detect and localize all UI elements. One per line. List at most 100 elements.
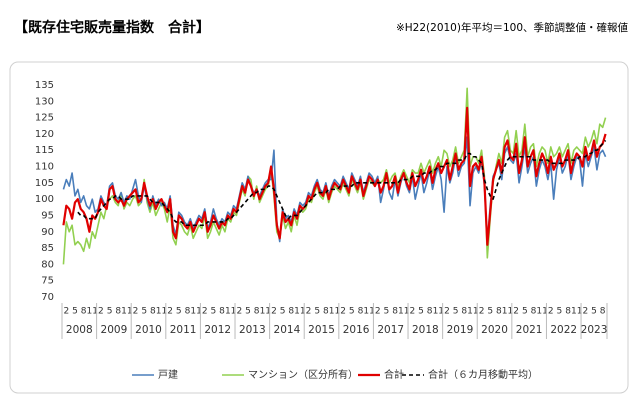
x-tick-label: 11: [433, 307, 444, 317]
x-tick-label: 2: [98, 307, 104, 317]
x-tick-label: 5: [418, 307, 424, 317]
x-tick-label: 11: [156, 307, 167, 317]
x-tick-label: 8: [496, 307, 502, 317]
legend-label: 合計（６カ月移動平均）: [428, 368, 538, 381]
year-label: 2013: [239, 324, 266, 336]
year-label: 2017: [377, 324, 404, 336]
x-tick-label: 11: [329, 307, 340, 317]
x-tick-label: 5: [557, 307, 563, 317]
x-tick-label: 11: [398, 307, 409, 317]
x-tick-label: 2: [202, 307, 208, 317]
y-tick-label: 125: [35, 113, 54, 124]
x-tick-label: 2: [167, 307, 173, 317]
series-line: [62, 87, 607, 265]
x-tick-label: 5: [349, 307, 355, 317]
x-tick-label: 5: [176, 307, 182, 317]
y-tick-label: 95: [41, 210, 54, 221]
x-tick-label: 5: [314, 307, 320, 317]
x-tick-label: 5: [211, 307, 217, 317]
x-tick-label: 2: [375, 307, 381, 317]
x-tick-label: 2: [583, 307, 589, 317]
x-tick-label: 2: [409, 307, 415, 317]
x-tick-label: 2: [479, 307, 485, 317]
x-tick-label: 8: [565, 307, 571, 317]
y-tick-label: 110: [35, 162, 54, 173]
x-tick-label: 2: [271, 307, 277, 317]
x-tick-label: 11: [87, 307, 98, 317]
x-tick-label: 11: [260, 307, 271, 317]
x-tick-label: 11: [294, 307, 305, 317]
legend-label: マンション（区分所有）: [248, 368, 358, 381]
x-tick-label: 11: [190, 307, 201, 317]
x-tick-label: 2: [133, 307, 139, 317]
x-tick-label: 8: [461, 307, 467, 317]
x-tick-label: 5: [141, 307, 147, 317]
x-tick-label: 11: [363, 307, 374, 317]
year-label: 2012: [204, 324, 231, 336]
year-label: 2008: [66, 324, 93, 336]
y-tick-label: 135: [35, 80, 54, 91]
x-tick-label: 8: [288, 307, 294, 317]
y-tick-label: 130: [35, 96, 54, 107]
x-tick-label: 8: [81, 307, 87, 317]
x-tick-label: 5: [245, 307, 251, 317]
year-label: 2010: [135, 324, 162, 336]
x-tick-label: 5: [522, 307, 528, 317]
x-tick-label: 5: [72, 307, 78, 317]
x-tick-label: 2: [548, 307, 554, 317]
x-tick-label: 8: [185, 307, 191, 317]
x-tick-label: 2: [513, 307, 519, 317]
year-label: 2021: [516, 324, 543, 336]
x-tick-label: 11: [536, 307, 547, 317]
x-tick-label: 8: [600, 307, 606, 317]
y-tick-label: 115: [35, 145, 54, 156]
chart-subtitle: ※H22(2010)年平均＝100、季節調整値・確報値: [396, 21, 629, 34]
y-tick-label: 100: [35, 194, 54, 205]
year-label: 2018: [412, 324, 439, 336]
x-tick-label: 8: [427, 307, 433, 317]
y-tick-label: 70: [41, 292, 54, 303]
chart-title: 【既存住宅販売量指数 合計】: [14, 19, 210, 36]
x-tick-label: 8: [531, 307, 537, 317]
x-tick-label: 2: [444, 307, 450, 317]
series-line: [62, 106, 607, 246]
x-tick-label: 11: [225, 307, 236, 317]
year-label: 2014: [274, 324, 301, 336]
x-tick-label: 8: [115, 307, 121, 317]
x-tick-label: 8: [219, 307, 225, 317]
chart-frame: [9, 61, 629, 394]
year-label: 2019: [447, 324, 474, 336]
x-tick-label: 11: [121, 307, 132, 317]
year-label: 2023: [581, 324, 608, 336]
x-tick-label: 2: [236, 307, 242, 317]
x-tick-label: 5: [591, 307, 597, 317]
year-label: 2020: [481, 324, 508, 336]
x-tick-label: 2: [63, 307, 69, 317]
y-tick-label: 80: [41, 259, 54, 270]
x-tick-label: 2: [340, 307, 346, 317]
x-tick-label: 11: [502, 307, 513, 317]
year-label: 2015: [308, 324, 335, 336]
y-tick-label: 120: [35, 129, 54, 140]
x-tick-label: 8: [150, 307, 156, 317]
x-tick-label: 8: [358, 307, 364, 317]
year-label: 2009: [101, 324, 128, 336]
x-tick-label: 8: [323, 307, 329, 317]
y-tick-label: 90: [41, 227, 54, 238]
x-tick-label: 5: [384, 307, 390, 317]
x-tick-label: 5: [487, 307, 493, 317]
year-label: 2022: [550, 324, 577, 336]
x-tick-label: 2: [306, 307, 312, 317]
year-label: 2016: [343, 324, 370, 336]
x-tick-label: 5: [280, 307, 286, 317]
x-tick-label: 8: [392, 307, 398, 317]
x-tick-label: 11: [467, 307, 478, 317]
y-tick-label: 85: [41, 243, 54, 254]
legend-label: 合計: [384, 368, 404, 381]
x-tick-label: 8: [254, 307, 260, 317]
x-tick-label: 11: [571, 307, 582, 317]
x-tick-label: 5: [453, 307, 459, 317]
year-label: 2011: [170, 324, 197, 336]
y-tick-label: 105: [35, 178, 54, 189]
